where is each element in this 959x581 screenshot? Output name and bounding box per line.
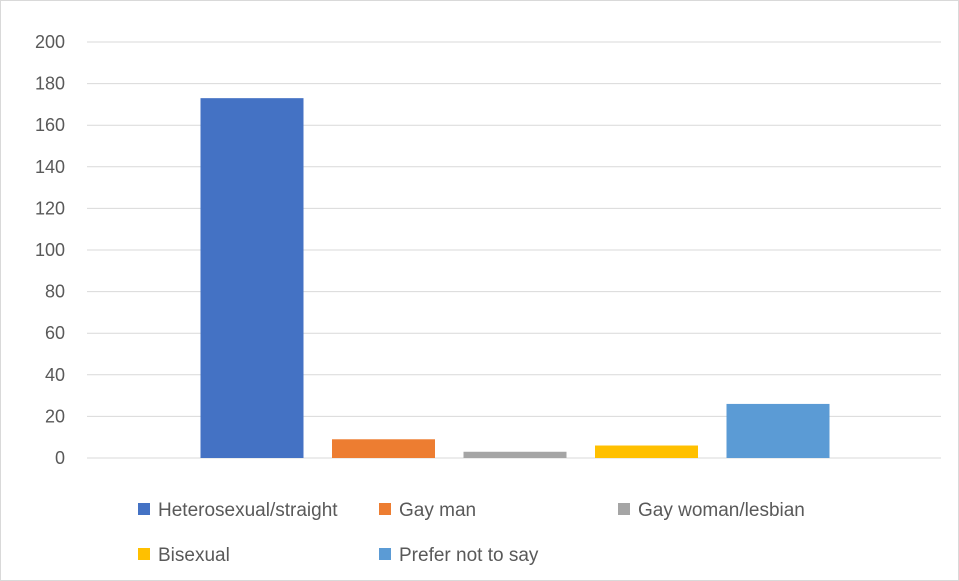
legend-label: Bisexual	[158, 545, 230, 566]
y-tick-label: 80	[45, 282, 65, 302]
legend-swatch	[138, 548, 150, 560]
legend-swatch	[138, 503, 150, 515]
legend-label: Prefer not to say	[399, 545, 539, 566]
y-tick-label: 120	[35, 198, 65, 218]
bar	[463, 451, 567, 458]
bar	[595, 445, 698, 458]
legend-label: Gay woman/lesbian	[638, 500, 805, 521]
y-tick-label: 160	[35, 115, 65, 135]
legend-label: Heterosexual/straight	[158, 500, 338, 521]
y-tick-label: 180	[35, 74, 65, 94]
y-tick-label: 40	[45, 365, 65, 385]
y-tick-label: 200	[35, 32, 65, 52]
y-axis-ticks: 0 20 40 60 80 100 120 140 160 180 200	[35, 32, 65, 468]
legend-label: Gay man	[399, 500, 476, 521]
legend-swatch	[379, 503, 391, 515]
bar	[726, 403, 830, 458]
y-tick-label: 60	[45, 323, 65, 343]
y-tick-label: 20	[45, 406, 65, 426]
y-tick-label: 0	[55, 448, 65, 468]
bar	[332, 439, 435, 458]
y-tick-label: 140	[35, 157, 65, 177]
bars	[200, 98, 830, 458]
bar	[200, 98, 304, 458]
y-tick-label: 100	[35, 240, 65, 260]
legend-swatch	[618, 503, 630, 515]
legend: Heterosexual/straight Gay man Gay woman/le…	[138, 500, 805, 566]
legend-swatch	[379, 548, 391, 560]
